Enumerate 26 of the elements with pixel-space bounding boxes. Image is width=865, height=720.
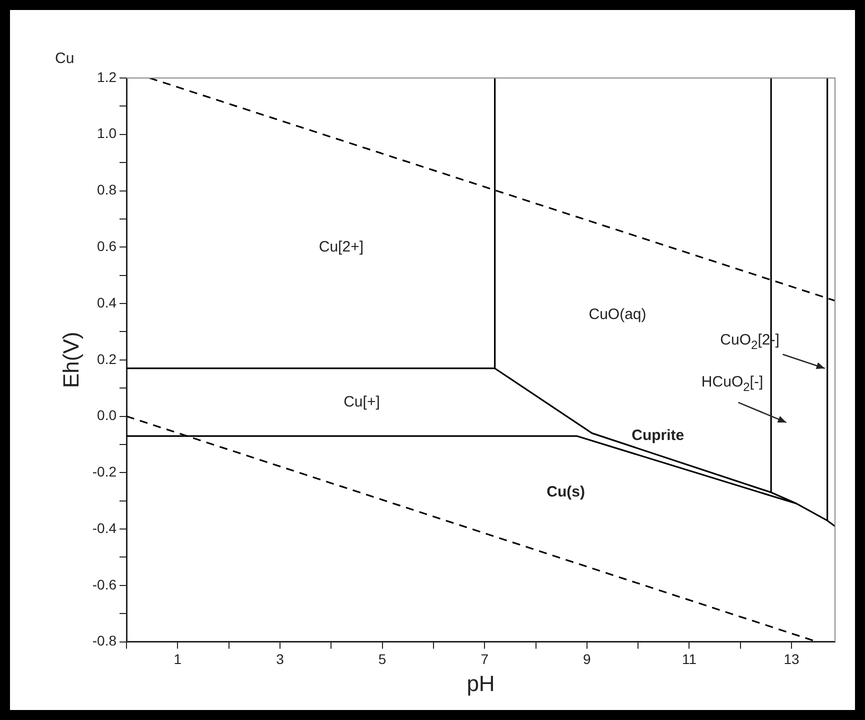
y-tick-label: 0.8	[97, 182, 117, 198]
y-axis-title: Eh(V)	[58, 332, 84, 388]
x-tick-label: 13	[784, 651, 800, 668]
x-tick-label: 9	[583, 651, 592, 668]
y-tick-label: 0.0	[97, 407, 117, 424]
y-tick-label: 0.6	[97, 238, 117, 254]
y-tick-label: 1.2	[97, 68, 117, 85]
annotation: Cuprite	[632, 427, 684, 444]
annotation: CuO(aq)	[588, 306, 646, 323]
y-tick-label: -0.4	[92, 520, 117, 536]
x-axis-title: pH	[466, 670, 495, 696]
annotation: Cu[2+]	[318, 238, 364, 256]
y-tick-label: -0.2	[92, 464, 117, 480]
x-tick-label: 7	[480, 651, 489, 668]
x-tick-label: 5	[378, 651, 386, 668]
annotation: Cu(s)	[546, 484, 585, 501]
y-tick-label: -0.6	[92, 576, 117, 592]
y-tick-label: 0.2	[97, 350, 117, 367]
annotation: Cu[+]	[344, 393, 380, 410]
x-tick-label: 3	[276, 651, 284, 668]
y-tick-label: -0.8	[92, 632, 117, 649]
x-tick-label: 11	[682, 651, 697, 668]
y-tick-label: 0.4	[97, 294, 117, 310]
x-tick-label: 1	[174, 651, 182, 668]
y-tick-label: 1.0	[97, 125, 117, 142]
chart-title: Cu	[55, 50, 74, 68]
